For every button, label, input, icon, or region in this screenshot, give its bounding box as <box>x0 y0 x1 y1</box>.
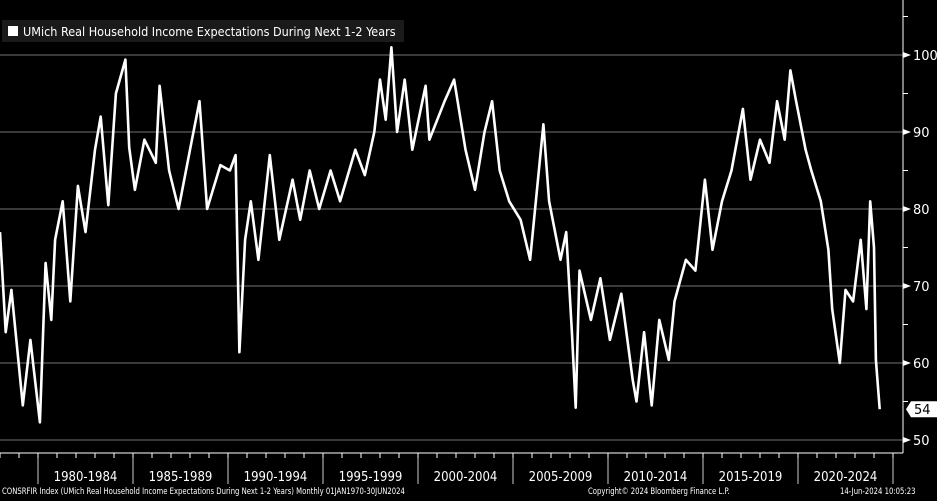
y-tick-label: 60 <box>913 357 930 372</box>
y-tick-arrow <box>903 129 911 135</box>
legend-swatch <box>8 26 18 36</box>
series <box>0 46 881 424</box>
labels: 50 60 70 80 90 100 1980-1984 1985-1989 1990-1994… <box>54 49 937 485</box>
x-tick-label: 2005-2009 <box>529 470 593 485</box>
y-tick-label: 70 <box>913 280 930 295</box>
y-tick-arrow <box>903 206 911 212</box>
legend-label: UMich Real Household Income Expectations… <box>23 23 396 39</box>
gridlines <box>0 54 903 441</box>
x-tick-label: 1990-1994 <box>244 470 308 485</box>
footer-copyright: Copyright© 2024 Bloomberg Finance L.P. <box>588 487 730 497</box>
y-tick-label: 80 <box>913 203 930 218</box>
x-tick-label: 2020-2024 <box>814 470 878 485</box>
y-tick-arrow <box>903 52 911 58</box>
x-tick-label: 2010-2014 <box>624 470 688 485</box>
x-tick-label: 2000-2004 <box>434 470 498 485</box>
footer-timestamp: 14-Jun-2024 10:05:23 <box>840 487 916 497</box>
x-tick-label: 1985-1989 <box>149 470 213 485</box>
axes <box>0 0 911 484</box>
last-value-label: 54 <box>914 403 931 418</box>
footer-source: CONSRFIR Index (UMich Real Household Inc… <box>2 487 405 497</box>
legend: UMich Real Household Income Expectations… <box>2 20 404 42</box>
x-tick-label: 2015-2019 <box>719 470 783 485</box>
y-tick-arrow <box>903 283 911 289</box>
series-line <box>0 46 881 424</box>
x-tick-label: 1980-1984 <box>54 470 118 485</box>
y-tick-label: 50 <box>913 434 930 449</box>
y-tick-label: 100 <box>913 49 937 64</box>
y-tick-label: 90 <box>913 126 930 141</box>
y-tick-arrow <box>903 360 911 366</box>
last-value-badge <box>906 401 937 418</box>
y-tick-arrow <box>903 437 911 443</box>
x-tick-label: 1995-1999 <box>339 470 403 485</box>
